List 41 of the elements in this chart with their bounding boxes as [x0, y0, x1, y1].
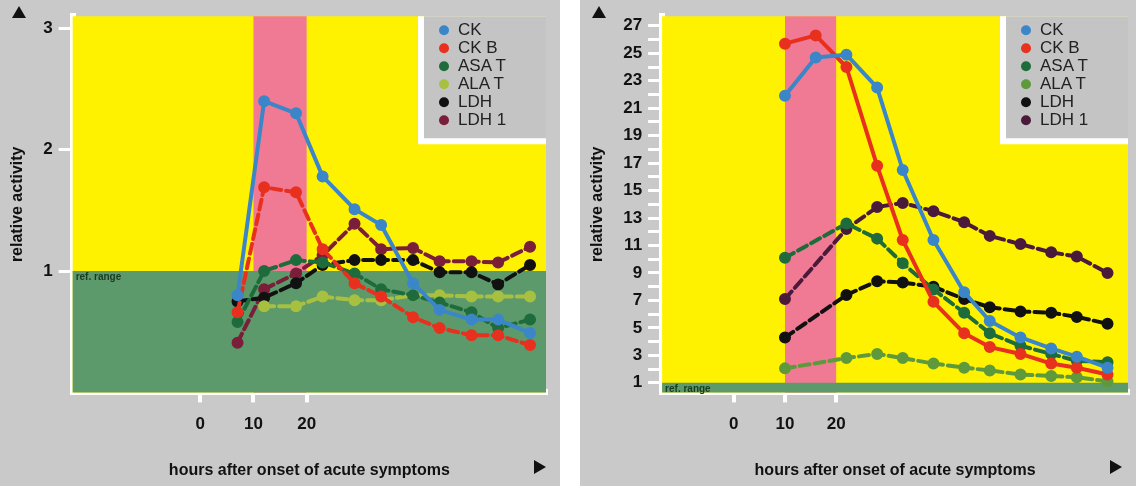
legend-label: CK	[458, 19, 483, 39]
y-tick-label: 23	[623, 70, 643, 90]
y-tick-label: 13	[623, 207, 643, 227]
legend-label: LDH 1	[458, 109, 507, 129]
x-tick-label: 0	[729, 414, 739, 434]
y-axis-title: relative activity	[588, 146, 606, 263]
y-tick-label: 2	[43, 139, 53, 159]
x-tick-label: 20	[826, 414, 846, 434]
legend-label: ALA T	[1040, 73, 1086, 93]
y-tick-label: 21	[623, 97, 643, 117]
x-tick-label: 0	[195, 414, 206, 434]
legend-label: ASA T	[1040, 55, 1088, 75]
band-label: ref. range	[75, 270, 122, 282]
y-tick-label: 3	[632, 345, 643, 365]
legend-label: CK B	[458, 37, 498, 57]
x-tick-label: 20	[297, 414, 317, 434]
legend-label: LDH	[1040, 91, 1075, 111]
y-tick-label: 11	[624, 235, 643, 255]
y-tick-label: 1	[632, 372, 643, 392]
band-label: ref. range	[665, 382, 712, 394]
y-tick-label: 25	[623, 42, 643, 62]
y-tick-label: 5	[632, 317, 643, 337]
legend-label: CK B	[1040, 37, 1080, 57]
legend-label: LDH 1	[1040, 109, 1089, 129]
y-tick-label: 27	[623, 15, 643, 35]
x-axis-title: hours after onset of acute symptoms	[168, 460, 450, 478]
x-axis-title: hours after onset of acute symptoms	[754, 460, 1036, 478]
y-axis-title: relative activity	[8, 146, 26, 263]
y-tick-label: 7	[632, 290, 643, 310]
y-tick-label: 3	[43, 18, 53, 38]
x-tick-label: 10	[775, 414, 795, 434]
x-tick-label: 10	[244, 414, 263, 434]
y-tick-label: 1	[43, 260, 53, 280]
y-tick-label: 9	[632, 262, 643, 282]
legend-label: CK	[1040, 19, 1065, 39]
y-tick-label: 19	[623, 125, 643, 145]
legend-label: ALA T	[458, 73, 504, 93]
legend-label: ASA T	[458, 55, 506, 75]
y-tick-label: 15	[623, 180, 643, 200]
y-tick-label: 17	[623, 152, 643, 172]
legend-label: LDH	[458, 91, 493, 111]
